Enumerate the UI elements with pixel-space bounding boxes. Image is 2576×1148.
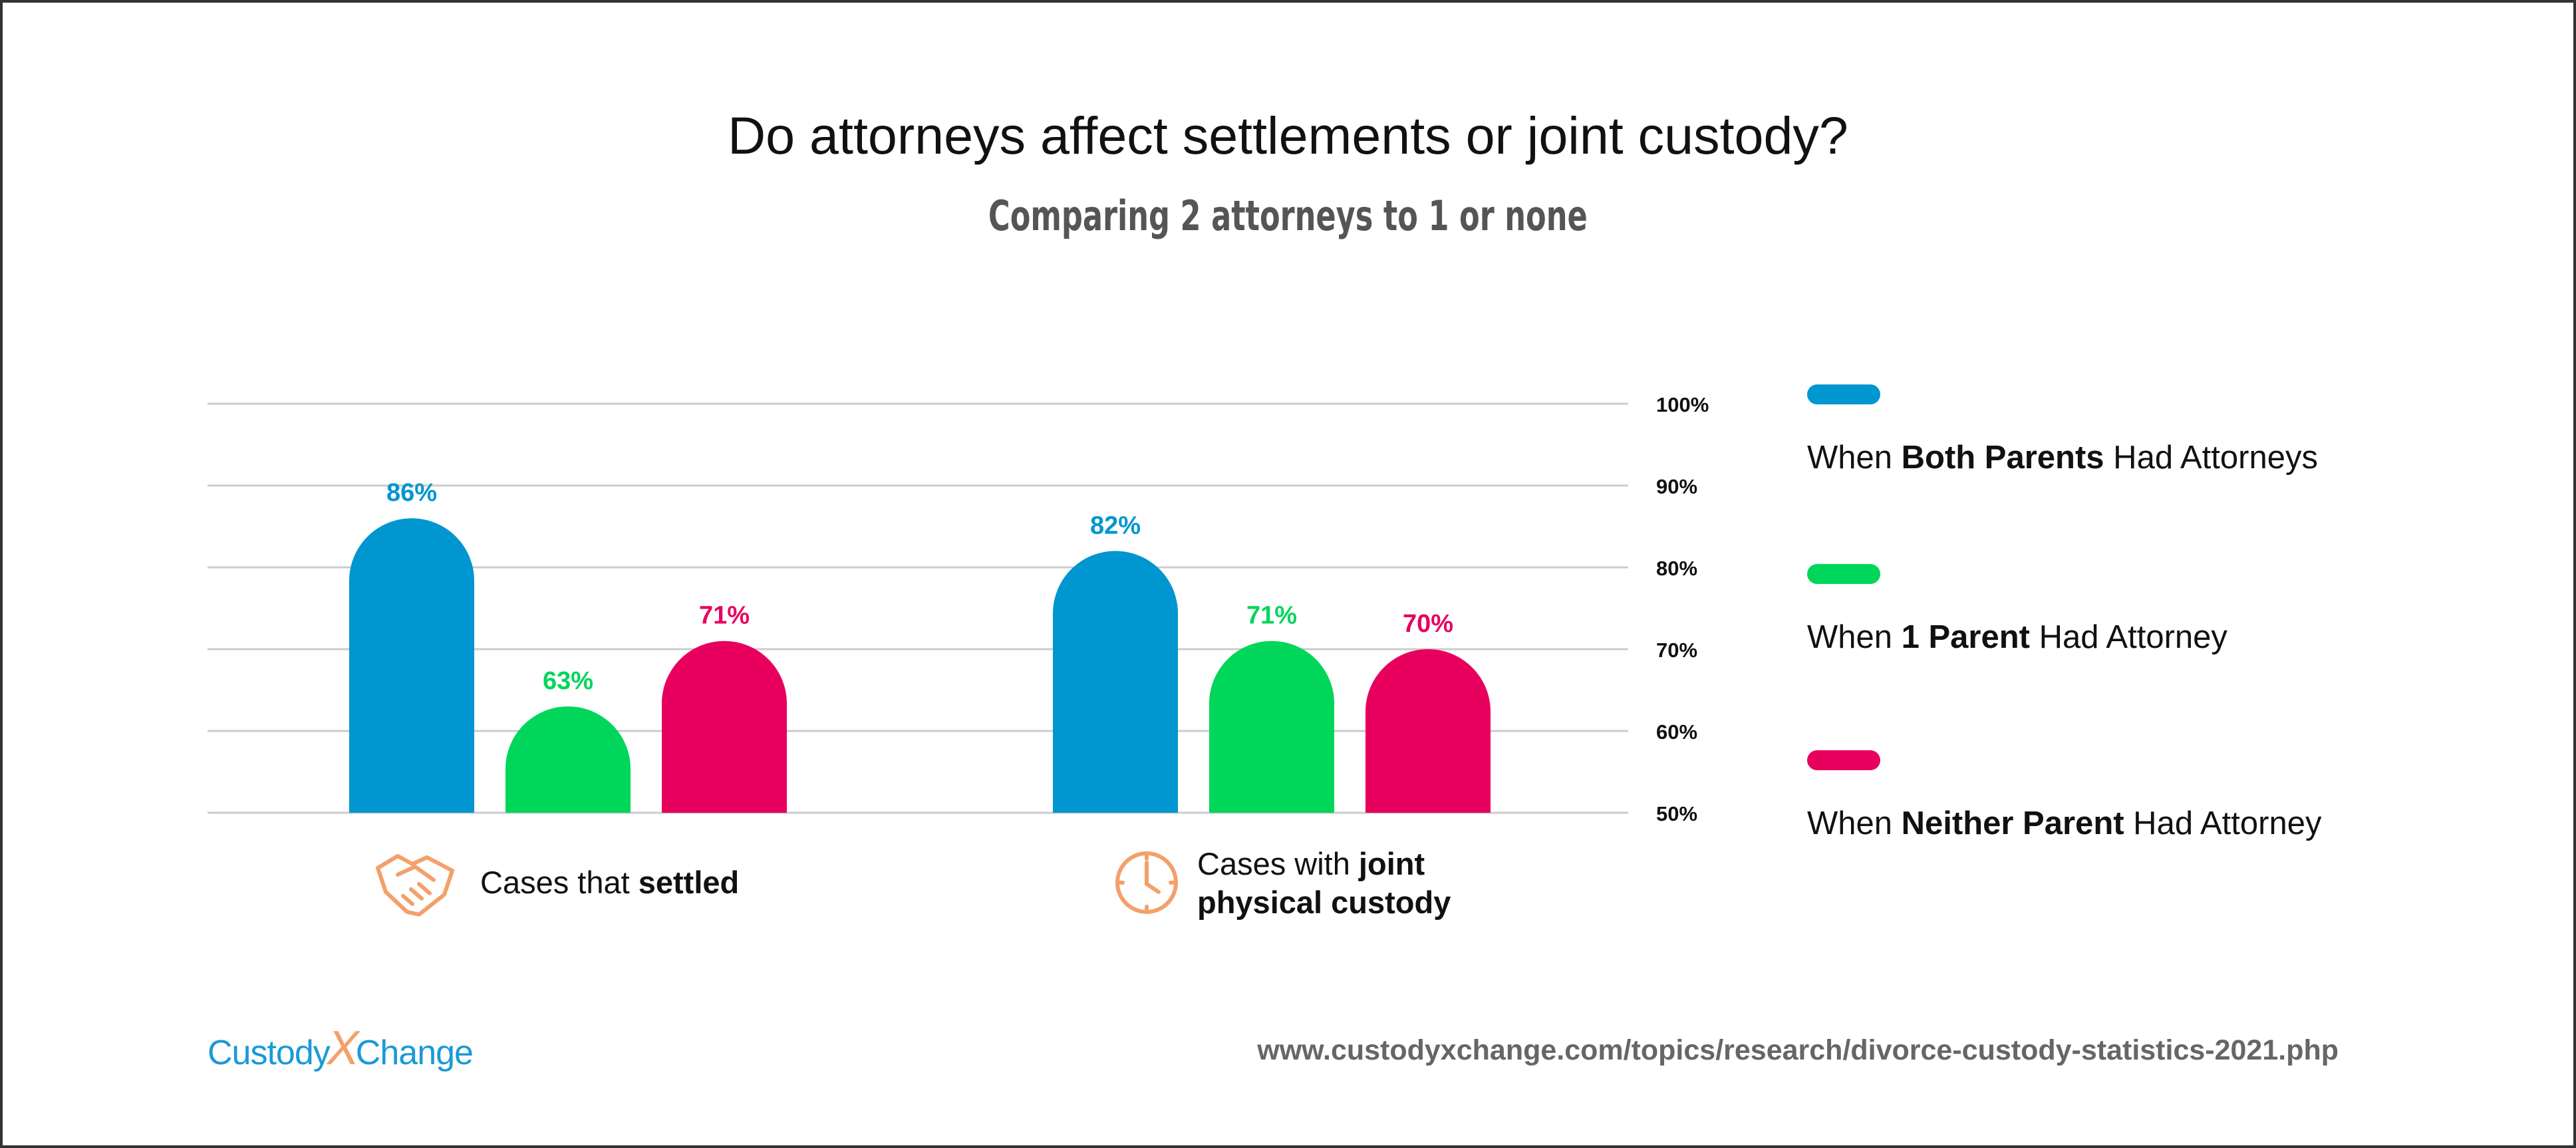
y-tick-label: 60%: [1656, 720, 1697, 744]
handshake-icon: [376, 854, 454, 917]
y-tick-label: 100%: [1656, 393, 1709, 416]
data-label: 82%: [1090, 511, 1141, 539]
data-label: 63%: [543, 667, 593, 695]
data-label: 71%: [699, 602, 750, 630]
bar: [1053, 551, 1178, 813]
bar: [349, 518, 474, 813]
legend-swatch-neither: [1807, 750, 1880, 770]
legend-label-neither: When Neither Parent Had Attorney: [1807, 805, 2322, 841]
data-label: 71%: [1246, 602, 1297, 630]
custody-x-change-logo: CustodyXChange: [208, 1022, 474, 1075]
legend-label-one: When 1 Parent Had Attorney: [1807, 619, 2227, 655]
chart-title: Do attorneys affect settlements or joint…: [728, 106, 1848, 165]
data-label: 70%: [1403, 610, 1453, 638]
bar: [1209, 641, 1334, 813]
clock-icon: [1115, 851, 1178, 914]
y-tick-label: 80%: [1656, 557, 1697, 580]
data-label: 86%: [386, 479, 437, 507]
y-tick-label: 70%: [1656, 639, 1697, 662]
legend-swatch-one: [1807, 564, 1880, 584]
bar: [505, 706, 631, 813]
legend-swatch-both: [1807, 384, 1880, 404]
legend-label-both: When Both Parents Had Attorneys: [1807, 440, 2318, 476]
bar: [662, 641, 787, 813]
y-tick-label: 90%: [1656, 475, 1697, 498]
chart-subtitle: Comparing 2 attorneys to 1 or none: [988, 192, 1588, 240]
category-label-joint-custody: Cases with joint physical custody: [1197, 846, 1451, 920]
bar: [1365, 649, 1491, 813]
y-tick-label: 50%: [1656, 802, 1697, 825]
category-label-settled: Cases that settled: [480, 865, 740, 900]
source-url[interactable]: www.custodyxchange.com/topics/research/d…: [1257, 1034, 2339, 1066]
